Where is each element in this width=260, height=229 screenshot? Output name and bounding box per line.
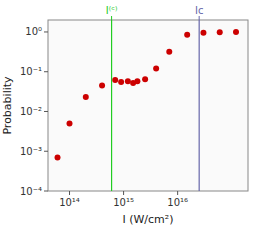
point xyxy=(166,49,172,55)
point xyxy=(125,78,131,84)
x-axis-label: I (W/cm²) xyxy=(122,213,173,226)
x-tick-label: I⁽ᶜ⁾ xyxy=(106,5,118,16)
x-tick xyxy=(177,191,178,195)
chart: 10¹⁴ I⁽ᶜ⁾ 10¹⁵ 10¹⁶ Ic 10⁻⁴ 10⁻³ 10⁻² 10⁻¹ 10⁰ I (… xyxy=(0,0,260,229)
plot-frame xyxy=(48,20,248,191)
point xyxy=(233,29,239,35)
point xyxy=(142,76,148,82)
y-tick-label: 10⁻³ xyxy=(20,146,42,157)
point xyxy=(99,83,105,89)
x-tick-label: Ic xyxy=(195,5,203,16)
x-tick-label: 10¹⁶ xyxy=(167,197,188,208)
y-axis-label: Probability xyxy=(1,76,14,135)
point xyxy=(184,32,190,38)
point xyxy=(83,94,89,100)
point xyxy=(153,66,159,72)
y-tick xyxy=(44,151,48,152)
y-tick-label: 10⁻⁴ xyxy=(20,186,42,197)
y-tick xyxy=(44,31,48,32)
x-tick xyxy=(199,16,200,20)
y-tick xyxy=(44,191,48,192)
x-tick-label: 10¹⁵ xyxy=(113,197,134,208)
x-tick xyxy=(69,191,70,195)
y-tick-label: 10⁰ xyxy=(25,26,42,37)
point xyxy=(118,79,124,85)
reference-line xyxy=(111,20,112,191)
y-tick xyxy=(44,111,48,112)
x-tick-label: 10¹⁴ xyxy=(59,197,80,208)
reference-line xyxy=(199,20,200,191)
x-tick xyxy=(123,191,124,195)
plot-area xyxy=(55,20,239,191)
point xyxy=(217,29,223,35)
y-tick-label: 10⁻¹ xyxy=(20,66,42,77)
y-tick-label: 10⁻² xyxy=(20,106,42,117)
point xyxy=(55,154,61,160)
y-tick xyxy=(44,71,48,72)
point xyxy=(134,78,140,84)
point xyxy=(67,120,73,126)
point xyxy=(200,30,206,36)
point xyxy=(112,77,118,83)
x-tick xyxy=(111,16,112,20)
